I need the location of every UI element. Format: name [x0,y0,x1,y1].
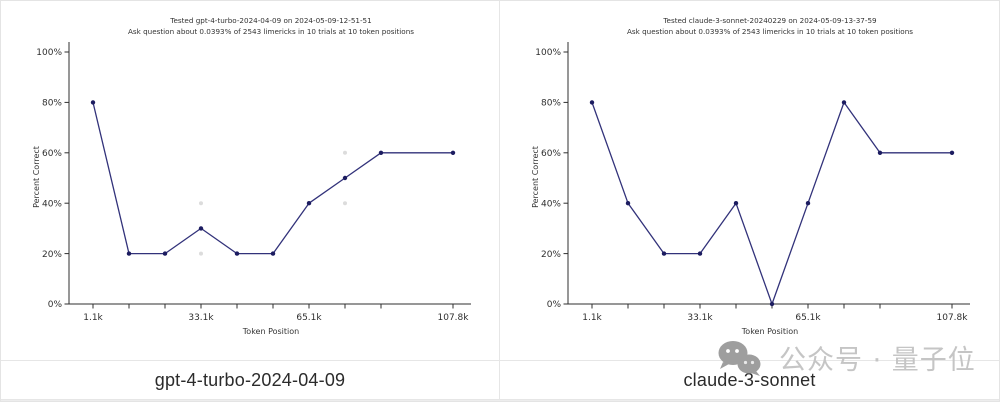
charts-row: Tested gpt-4-turbo-2024-04-09 on 2024-05… [1,1,999,360]
plot-area: 0% 20% 40% 60% 80% 100% 1.1k 33.1k 65.1k 107.8k [535,42,970,323]
data-point-marker [126,251,132,256]
chart-subtitle: Ask question about 0.0393% of 2543 limer… [627,27,913,36]
y-tick-label: 0% [48,300,63,310]
x-axis-title: Token Position [741,327,798,336]
x-tick-label: 1.1k [83,313,103,323]
chart-title: Tested gpt-4-turbo-2024-04-09 on 2024-05… [169,16,371,25]
y-axis-title: Percent Correct [531,146,540,208]
data-point-marker [697,251,703,256]
y-tick-label: 60% [42,149,62,159]
chart-panel-gpt4: Tested gpt-4-turbo-2024-04-09 on 2024-05… [1,1,500,360]
data-point-marker [661,251,667,256]
trial-point [343,150,347,155]
caption-cell-gpt4: gpt-4-turbo-2024-04-09 [1,361,500,399]
series-line [591,101,952,305]
x-tick-label: 33.1k [687,313,713,323]
y-axis-title: Percent Correct [32,146,41,208]
series-line [92,102,453,255]
model-caption-gpt4: gpt-4-turbo-2024-04-09 [154,369,346,390]
data-point-marker [234,251,240,256]
y-tick-label: 0% [547,300,562,310]
x-tick-label: 33.1k [188,313,214,323]
data-point-marker [198,226,204,231]
data-point-marker [949,150,955,155]
line-chart-gpt4: Tested gpt-4-turbo-2024-04-09 on 2024-05… [32,16,471,336]
bottom-strip [1,400,999,401]
y-tick-label: 40% [541,199,561,209]
y-tick-label: 20% [42,250,62,260]
data-point-marker [378,150,384,155]
line-chart-claude: Tested claude-3-sonnet-20240229 on 2024-… [531,16,970,336]
data-point-marker [90,100,96,105]
trial-point [199,251,203,256]
caption-cell-claude: claude-3-sonnet [500,361,999,399]
x-axis-title: Token Position [242,327,299,336]
y-tick-label: 100% [535,48,561,58]
x-tick-label: 107.8k [937,313,969,323]
chart-subtitle: Ask question about 0.0393% of 2543 limer… [128,27,414,36]
data-point-marker [162,251,168,256]
data-point-marker [450,150,456,155]
data-point-marker [805,201,811,206]
chart-title: Tested claude-3-sonnet-20240229 on 2024-… [662,16,877,25]
x-tick-label: 65.1k [296,313,322,323]
data-point-marker [589,100,595,105]
data-point-marker [306,201,312,206]
y-tick-label: 80% [42,99,62,109]
x-tick-label: 65.1k [795,313,821,323]
y-tick-label: 100% [36,48,62,58]
y-tick-label: 60% [541,149,561,159]
captions-row: gpt-4-turbo-2024-04-09 claude-3-sonnet [1,360,999,400]
data-point-marker [733,201,739,206]
data-point-marker [841,100,847,105]
data-point-marker [625,201,631,206]
data-point-marker [270,251,276,256]
axis-spines [68,42,471,305]
plot-area: 0% 20% 40% 60% 80% 100% 1.1k 33.1k 65.1k 107.8k [36,42,471,323]
y-tick-label: 80% [541,99,561,109]
trial-point [199,201,203,206]
data-point-marker [877,150,883,155]
chart-panel-claude: Tested claude-3-sonnet-20240229 on 2024-… [500,1,999,360]
trial-point [343,201,347,206]
data-point-marker [769,301,775,307]
axis-spines [567,42,970,305]
x-tick-label: 1.1k [582,313,602,323]
model-caption-claude: claude-3-sonnet [683,369,816,390]
y-tick-label: 40% [42,199,62,209]
data-point-marker [342,175,348,181]
x-tick-label: 107.8k [438,313,470,323]
y-tick-label: 20% [541,250,561,260]
